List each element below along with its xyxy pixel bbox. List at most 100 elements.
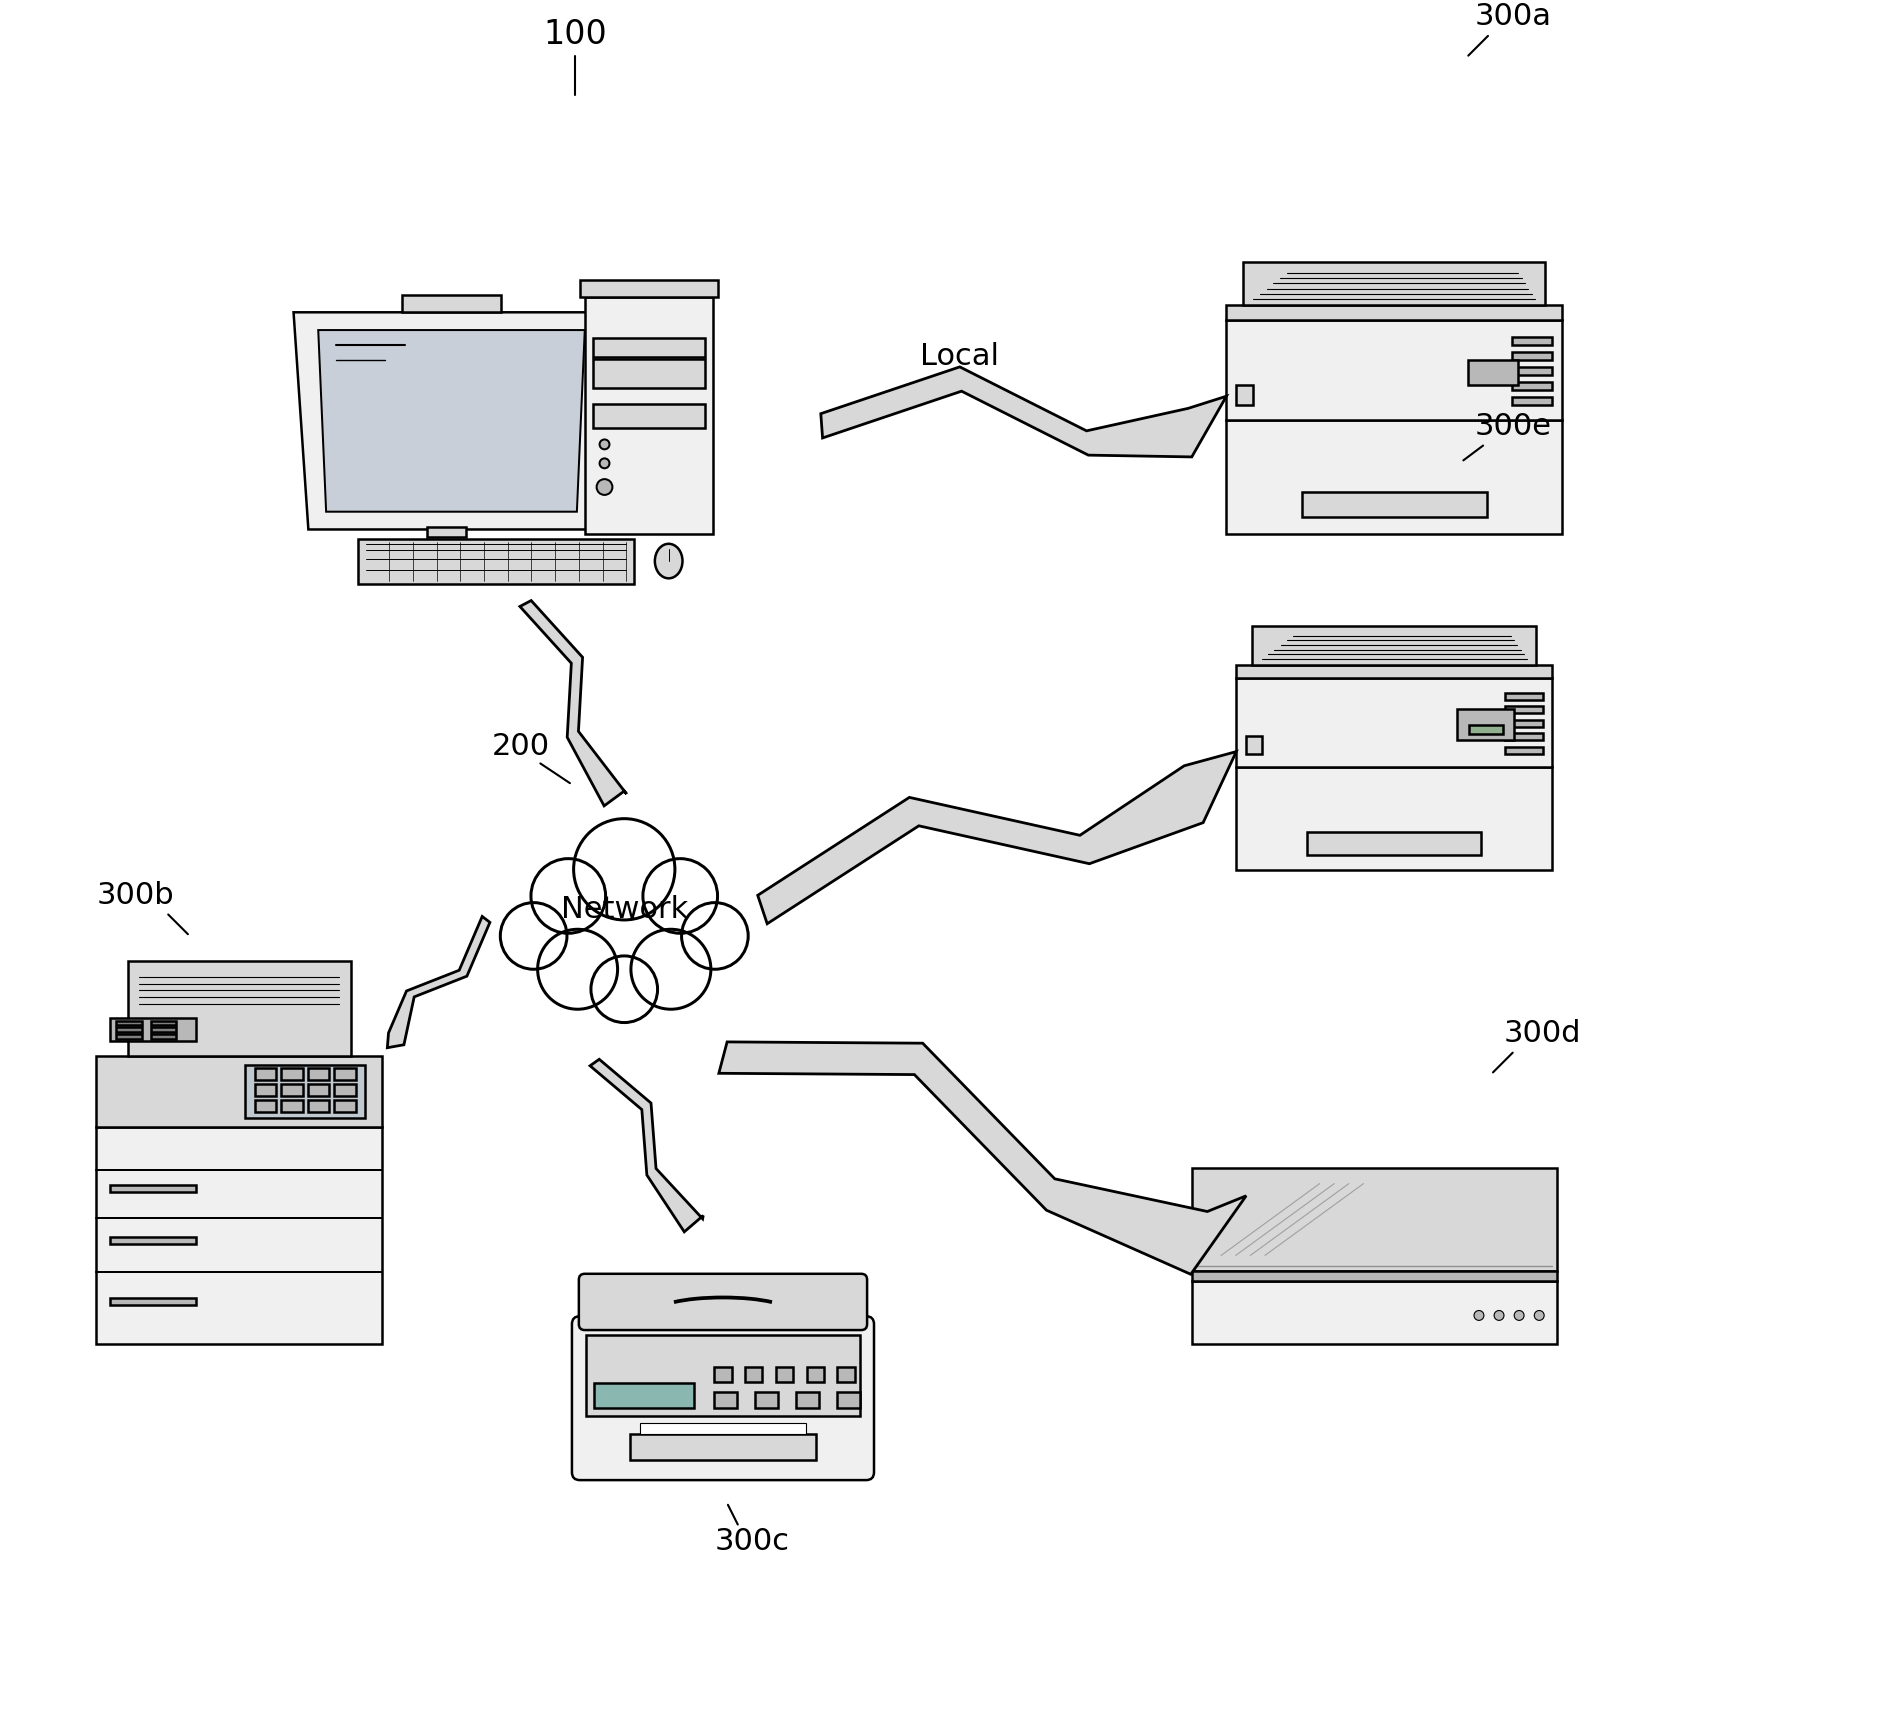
Circle shape <box>1534 1310 1543 1320</box>
Text: 200: 200 <box>491 732 550 762</box>
Bar <box>1252 626 1536 665</box>
Bar <box>110 1186 196 1191</box>
Bar <box>150 1028 177 1031</box>
FancyBboxPatch shape <box>579 1274 868 1331</box>
Bar <box>1243 263 1545 306</box>
Bar <box>333 1085 356 1095</box>
Circle shape <box>1475 1310 1484 1320</box>
Text: 300b: 300b <box>97 880 175 909</box>
Bar <box>797 1391 820 1408</box>
Bar <box>1307 832 1481 854</box>
Bar <box>586 1334 860 1416</box>
Bar <box>1237 677 1553 767</box>
Bar <box>592 404 706 428</box>
Text: 300a: 300a <box>1475 2 1551 31</box>
Bar <box>594 1384 695 1408</box>
Bar <box>116 1021 143 1025</box>
Bar <box>1511 366 1553 375</box>
Polygon shape <box>318 330 584 512</box>
Polygon shape <box>757 751 1237 923</box>
Bar <box>1302 492 1486 517</box>
Bar <box>308 1085 329 1095</box>
Bar <box>426 528 466 538</box>
Bar <box>1505 693 1543 700</box>
Bar <box>1467 359 1519 385</box>
FancyBboxPatch shape <box>573 1317 873 1480</box>
Bar <box>776 1367 794 1382</box>
Bar <box>639 1423 807 1434</box>
Bar <box>110 1298 196 1305</box>
Circle shape <box>632 930 712 1009</box>
Bar <box>333 1100 356 1112</box>
Polygon shape <box>520 600 626 806</box>
Bar <box>1511 337 1553 346</box>
Text: Network: Network <box>561 896 687 925</box>
Bar <box>128 961 350 1055</box>
Bar <box>714 1367 731 1382</box>
Bar <box>1511 352 1553 359</box>
Circle shape <box>539 930 618 1009</box>
Bar <box>97 1055 383 1126</box>
Bar <box>110 1238 196 1245</box>
Bar <box>1191 1169 1557 1270</box>
Circle shape <box>598 480 613 495</box>
Polygon shape <box>719 1042 1246 1274</box>
Bar <box>746 1367 763 1382</box>
Circle shape <box>500 902 567 970</box>
Bar <box>630 1434 816 1461</box>
Ellipse shape <box>531 870 717 988</box>
Polygon shape <box>820 366 1226 457</box>
Bar <box>150 1021 177 1025</box>
Bar <box>150 1033 177 1038</box>
Polygon shape <box>388 916 489 1047</box>
Bar <box>333 1067 356 1080</box>
Bar <box>755 1391 778 1408</box>
Text: 300e: 300e <box>1475 411 1551 440</box>
Bar <box>255 1100 276 1112</box>
Bar <box>402 294 500 313</box>
Circle shape <box>599 440 609 449</box>
Bar <box>1237 767 1553 870</box>
Bar <box>1226 320 1562 419</box>
Bar <box>584 297 714 535</box>
Bar <box>807 1367 824 1382</box>
Bar <box>255 1085 276 1095</box>
Polygon shape <box>590 1059 704 1233</box>
Circle shape <box>643 858 717 933</box>
Bar <box>116 1028 143 1031</box>
Polygon shape <box>293 313 609 529</box>
Bar <box>1511 397 1553 406</box>
Circle shape <box>599 459 609 468</box>
Bar <box>1191 1281 1557 1344</box>
Bar <box>1505 734 1543 741</box>
Bar <box>1505 746 1543 755</box>
Bar <box>592 359 706 387</box>
Bar <box>308 1100 329 1112</box>
Ellipse shape <box>655 543 683 578</box>
Bar <box>245 1064 365 1117</box>
Bar <box>358 540 634 584</box>
Text: 300c: 300c <box>716 1526 790 1556</box>
Circle shape <box>681 902 748 970</box>
Bar <box>1511 382 1553 390</box>
Bar <box>1226 419 1562 535</box>
Bar <box>837 1391 860 1408</box>
Text: Local: Local <box>921 342 999 371</box>
Bar <box>97 1126 383 1344</box>
Bar <box>110 1018 196 1042</box>
Bar <box>116 1033 143 1038</box>
Bar <box>1191 1270 1557 1281</box>
Bar <box>255 1067 276 1080</box>
Bar <box>1237 665 1553 677</box>
Circle shape <box>1494 1310 1503 1320</box>
Bar <box>282 1085 303 1095</box>
Circle shape <box>531 858 605 933</box>
Bar <box>580 280 717 297</box>
Circle shape <box>1515 1310 1524 1320</box>
Circle shape <box>592 956 658 1023</box>
Bar <box>1505 720 1543 727</box>
Bar <box>308 1067 329 1080</box>
Bar <box>1458 708 1515 741</box>
Text: 300d: 300d <box>1503 1019 1581 1047</box>
Bar <box>1246 736 1262 755</box>
